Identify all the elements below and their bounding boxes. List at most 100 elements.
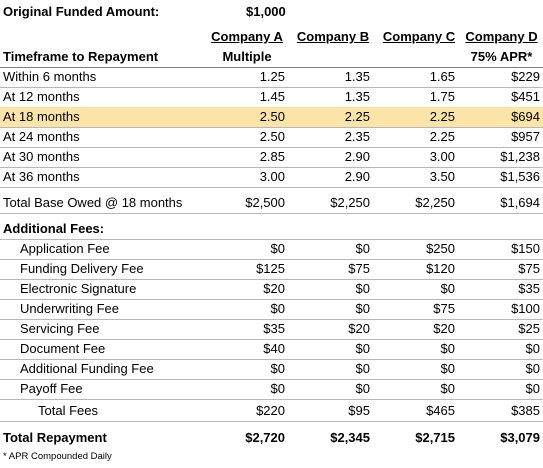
company-b-value: 2.35: [344, 129, 370, 144]
fee-label: Underwriting Fee: [20, 301, 119, 316]
company-c-value: $2,715: [415, 430, 455, 445]
company-b-value: $0: [355, 281, 370, 296]
company-a-value: $220: [256, 403, 285, 418]
company-c-value: $75: [433, 301, 455, 316]
original-funded-label: Original Funded Amount:: [3, 4, 160, 19]
row-divider: [0, 299, 543, 300]
company-c-value: $250: [426, 241, 455, 256]
timeframe-label: At 30 months: [3, 149, 80, 164]
company-c-value: $0: [440, 361, 455, 376]
company-d-value: $0: [525, 341, 540, 356]
company-c-value: $2,250: [415, 195, 455, 210]
row-divider: [0, 359, 543, 360]
fee-row: Underwriting Fee $0 $0 $75 $100: [0, 299, 543, 319]
fee-row: Payoff Fee $0 $0 $0 $0: [0, 379, 543, 399]
company-d-value: $3,079: [500, 430, 540, 445]
company-d-value: $694: [511, 109, 540, 124]
timeframe-row: At 24 months 2.50 2.35 2.25 $957: [0, 127, 543, 147]
company-d-value: $1,238: [500, 149, 540, 164]
timeframe-row: Within 6 months 1.25 1.35 1.65 $229: [0, 67, 543, 87]
row-divider: [0, 399, 543, 400]
company-a-value: $0: [270, 381, 285, 396]
company-c-value: $0: [440, 341, 455, 356]
company-d-value: $75: [518, 261, 540, 276]
company-a-header: Company A: [211, 29, 283, 44]
company-b-value: $2,345: [330, 430, 370, 445]
company-d-value: $0: [525, 361, 540, 376]
company-a-value: 1.25: [259, 69, 285, 84]
company-d-value: $385: [511, 403, 540, 418]
total-repayment-row: Total Repayment $2,720 $2,345 $2,715 $3,…: [0, 428, 543, 448]
company-b-value: 2.25: [344, 109, 370, 124]
timeframe-label: At 12 months: [3, 89, 80, 104]
company-d-value: $25: [518, 321, 540, 336]
company-a-value: $0: [270, 241, 285, 256]
company-d-value: $0: [525, 381, 540, 396]
timeframe-label: At 36 months: [3, 169, 80, 184]
company-d-header: Company D: [465, 29, 538, 44]
fee-label: Document Fee: [20, 341, 106, 356]
company-b-value: $0: [355, 381, 370, 396]
company-b-value: $0: [355, 361, 370, 376]
row-divider: [0, 127, 543, 128]
fee-row: Servicing Fee $35 $20 $20 $25: [0, 319, 543, 339]
company-a-value: $125: [256, 261, 285, 276]
original-funded-value: $1,000: [246, 4, 286, 19]
company-b-header: Company B: [296, 29, 370, 44]
row-divider: [0, 167, 543, 168]
company-a-value: 3.00: [259, 169, 285, 184]
company-c-value: 1.65: [429, 69, 455, 84]
total-fees-row: Total Fees $220 $95 $465 $385: [0, 401, 543, 421]
company-a-value: $2,720: [245, 430, 285, 445]
fee-row: Funding Delivery Fee $125 $75 $120 $75: [0, 259, 543, 279]
company-b-value: $20: [348, 321, 370, 336]
company-a-value: 2.50: [259, 109, 285, 124]
fee-row: Document Fee $40 $0 $0 $0: [0, 339, 543, 359]
company-d-value: $229: [511, 69, 540, 84]
company-b-value: $0: [355, 241, 370, 256]
company-b-value: $0: [355, 301, 370, 316]
company-b-value: $95: [348, 403, 370, 418]
company-c-value: 3.50: [429, 169, 455, 184]
company-a-value: 1.45: [259, 89, 285, 104]
company-c-value: $0: [440, 281, 455, 296]
company-a-value: $40: [263, 341, 285, 356]
fees-header-row: Additional Fees:: [0, 219, 543, 239]
company-d-value: $100: [511, 301, 540, 316]
company-a-value: $0: [270, 301, 285, 316]
row-divider: [0, 87, 543, 88]
company-a-value: $2,500: [245, 195, 285, 210]
footnote: * APR Compounded Daily: [3, 451, 112, 462]
row-divider: [0, 339, 543, 340]
company-a-value: $0: [270, 361, 285, 376]
fee-label: Additional Funding Fee: [20, 361, 154, 376]
row-divider: [0, 259, 543, 260]
timeframe-label: At 24 months: [3, 129, 80, 144]
company-d-value: $35: [518, 281, 540, 296]
row-divider: [0, 147, 543, 148]
company-c-value: 3.00: [429, 149, 455, 164]
company-d-value: $957: [511, 129, 540, 144]
row-divider: [0, 187, 543, 188]
company-d-value: $451: [511, 89, 540, 104]
fee-label: Funding Delivery Fee: [20, 261, 144, 276]
company-b-value: 1.35: [344, 89, 370, 104]
company-c-value: 1.75: [429, 89, 455, 104]
company-a-value: 2.85: [259, 149, 285, 164]
company-c-value: $465: [426, 403, 455, 418]
fee-label: Application Fee: [20, 241, 110, 256]
subheader-row: Timeframe to Repayment Multiple 75% APR*: [0, 47, 543, 67]
company-b-value: $75: [348, 261, 370, 276]
company-c-value: $120: [426, 261, 455, 276]
timeframe-label: Within 6 months: [3, 69, 97, 84]
timeframe-row: At 12 months 1.45 1.35 1.75 $451: [0, 87, 543, 107]
fee-label: Electronic Signature: [20, 281, 137, 296]
company-b-value: 2.90: [344, 149, 370, 164]
company-b-value: $0: [355, 341, 370, 356]
company-b-value: 2.90: [344, 169, 370, 184]
company-c-header: Company C: [382, 29, 456, 44]
row-divider: [0, 319, 543, 320]
company-header-row: Company A Company B Company C Company D: [0, 27, 543, 47]
company-b-value: 1.35: [344, 69, 370, 84]
company-c-value: 2.25: [429, 129, 455, 144]
